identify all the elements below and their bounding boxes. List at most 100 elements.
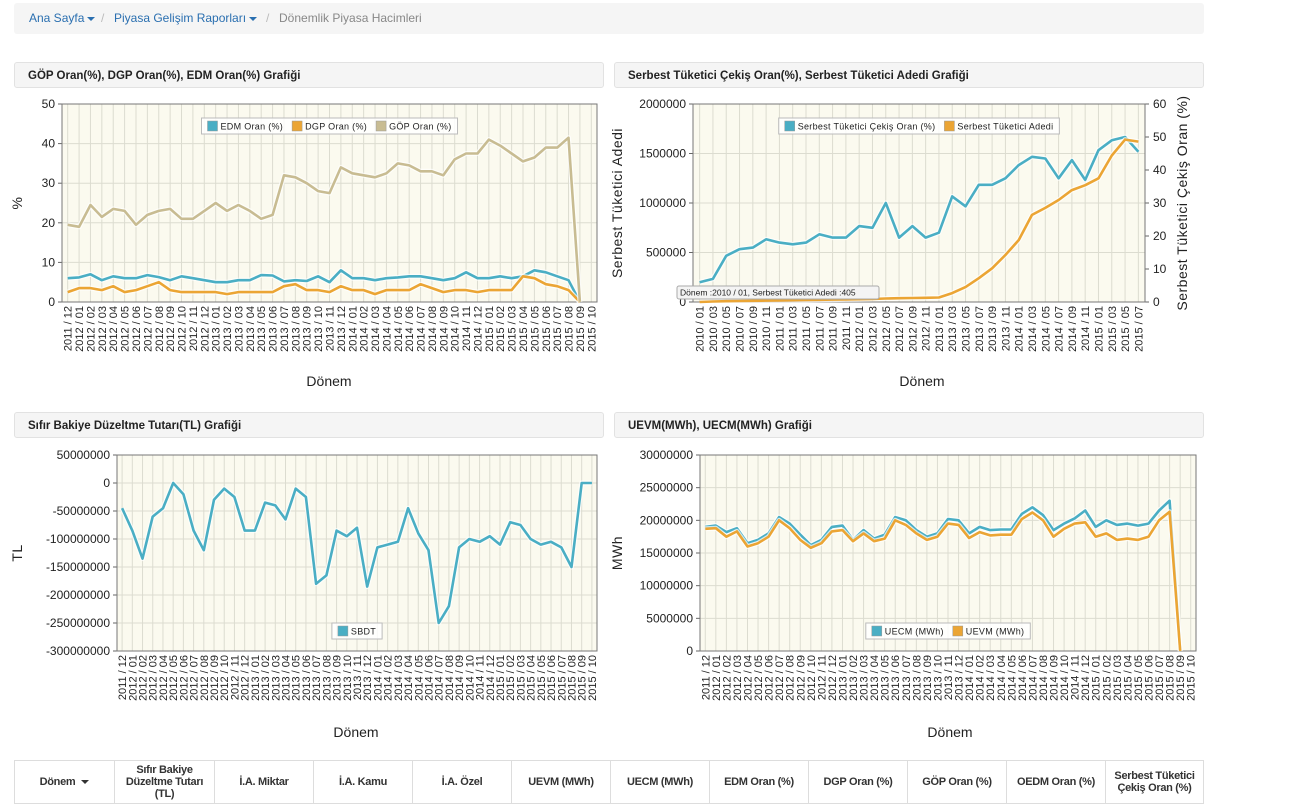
x-tick-label: 2014 / 10 <box>1059 655 1071 701</box>
data-line <box>67 136 582 303</box>
x-tick-label: 2012 / 01 <box>711 655 723 701</box>
y-tick-label: 2000000 <box>639 97 686 111</box>
x-tick-label: 2014 / 04 <box>381 306 393 352</box>
panel-title: Serbest Tüketici Çekiş Oran(%), Serbest … <box>614 62 1204 88</box>
x-tick-label: 2012 / 04 <box>742 655 754 701</box>
x-tick-label: 2012 / 08 <box>154 306 166 352</box>
y-tick-label: 0 <box>686 644 693 658</box>
x-tick-label: 2014 / 08 <box>427 306 439 352</box>
x-tick-label: 2015 / 04 <box>526 655 538 701</box>
column-header[interactable]: UEVM (MWh) <box>512 761 611 803</box>
y-tick-label: 15000000 <box>640 546 694 560</box>
x-tick-label: 2015 / 05 <box>536 655 548 701</box>
x-tick-label: 2012 / 10 <box>219 655 231 701</box>
y-tick-label: -150000000 <box>46 560 110 574</box>
x-tick-label: 2012 / 07 <box>189 655 201 701</box>
legend-swatch <box>291 120 303 132</box>
x-tick-label: 2013 / 11 <box>943 655 955 700</box>
x-tick-label: 2011 / 01 <box>774 306 786 351</box>
column-header[interactable]: Sıfır Bakiye Düzeltme Tutarı (TL) <box>115 761 215 803</box>
column-header[interactable]: İ.A. Miktar <box>215 761 314 803</box>
x-tick-label: 2014 / 02 <box>975 655 987 701</box>
panel-title: GÖP Oran(%), DGP Oran(%), EDM Oran(%) Gr… <box>14 62 604 88</box>
x-tick-label: 2012 / 05 <box>120 306 132 352</box>
x-tick-label: 2012 / 02 <box>721 655 733 701</box>
column-header[interactable]: UECM (MWh) <box>611 761 710 803</box>
panel-title: UEVM(MWh), UECM(MWh) Grafiği <box>614 412 1204 438</box>
x-tick-label: 2013 / 10 <box>932 655 944 701</box>
x-tick-label: 2012 / 07 <box>774 655 786 701</box>
x-tick-label: 2012 / 08 <box>785 655 797 701</box>
x-tick-label: 2013 / 12 <box>362 655 374 701</box>
x-tick-label: 2015 / 08 <box>1165 655 1177 701</box>
x-tick-label: 2014 / 07 <box>434 655 446 701</box>
y-axis-label: Serbest Tüketici Adedi <box>609 128 625 278</box>
data-line <box>699 138 1139 304</box>
x-tick-label: 2013 / 01 <box>250 655 262 701</box>
plot-border <box>699 454 1197 652</box>
breadcrumb-link[interactable]: Piyasa Gelişim Raporları <box>114 3 258 34</box>
y-tick-label: -250000000 <box>46 616 110 630</box>
x-tick-label: 2013 / 04 <box>281 655 293 701</box>
data-line <box>67 275 581 303</box>
x-tick-label: 2012 / 04 <box>158 655 170 701</box>
x-tick-label: 2015 / 03 <box>1107 306 1119 352</box>
x-tick-label: 2015 / 01 <box>495 655 507 701</box>
x-tick-label: 2012 / 11 <box>188 306 200 351</box>
column-header[interactable]: DGP Oran (%) <box>809 761 908 803</box>
legend: UECM (MWh) UEVM (MWh) <box>865 622 1031 640</box>
x-tick-label: 2013 / 01 <box>934 306 946 352</box>
y-tick-label: 10000000 <box>640 579 694 593</box>
x-tick-label: 2015 / 07 <box>556 655 568 701</box>
x-tick-label: 2012 / 12 <box>240 655 252 701</box>
x-tick-label: 2011 / 12 <box>117 655 129 700</box>
x-tick-label: 2014 / 10 <box>464 655 476 701</box>
x-tick-label: 2013 / 11 <box>1000 306 1012 351</box>
x-tick-label: 2013 / 11 <box>325 306 337 351</box>
legend-swatch <box>784 120 795 132</box>
column-header[interactable]: İ.A. Özel <box>413 761 512 803</box>
legend-label: DGP Oran (%) <box>305 122 367 132</box>
x-tick-label: 2013 / 06 <box>268 306 280 352</box>
x-tick-label: 2013 / 07 <box>974 306 986 352</box>
x-axis-label: Dönem <box>333 724 378 740</box>
x-tick-label: 2015 / 03 <box>515 655 527 701</box>
x-tick-label: 2015 / 02 <box>495 306 507 352</box>
x-tick-label: 2015 / 01 <box>484 306 496 352</box>
x-tick-label: 2013 / 09 <box>987 306 999 352</box>
x-tick-label: 2013 / 05 <box>256 306 268 352</box>
x-axis-label: Dönem <box>306 373 351 389</box>
y-axis-label: TL <box>9 544 25 561</box>
x-tick-label: 2014 / 11 <box>1070 655 1082 700</box>
legend-swatch <box>944 120 955 132</box>
column-header[interactable]: EDM Oran (%) <box>710 761 809 803</box>
x-tick-label: 2010 / 05 <box>721 306 733 352</box>
data-line <box>705 510 1182 652</box>
y-tick-label: -200000000 <box>46 588 110 602</box>
x-tick-label: 2015 / 04 <box>1122 655 1134 701</box>
x-tick-label: 2012 / 11 <box>921 306 933 351</box>
x-tick-label: 2014 / 12 <box>472 306 484 352</box>
legend-swatch <box>207 120 218 132</box>
x-tick-label: 2015 / 05 <box>529 306 541 352</box>
y2-tick-label: 10 <box>1153 262 1167 276</box>
x-tick-label: 2014 / 05 <box>413 655 425 701</box>
panel-title: Sıfır Bakiye Düzeltme Tutarı(TL) Grafiği <box>14 412 604 438</box>
column-header[interactable]: İ.A. Kamu <box>314 761 413 803</box>
x-tick-label: 2013 / 09 <box>302 306 314 352</box>
column-header[interactable]: Dönem <box>15 761 115 803</box>
legend-label: GÖP Oran (%) <box>389 122 451 132</box>
data-line <box>67 269 582 303</box>
y-tick-label: 30000000 <box>640 448 694 462</box>
x-tick-label: 2014 / 09 <box>1049 655 1061 701</box>
column-header[interactable]: GÖP Oran (%) <box>908 761 1007 803</box>
x-tick-label: 2012 / 01 <box>74 306 86 352</box>
x-tick-label: 2013 / 02 <box>848 655 860 701</box>
column-header[interactable]: Serbest Tüketici Çekiş Oran (%) <box>1114 770 1195 794</box>
x-tick-label: 2013 / 03 <box>947 306 959 352</box>
x-axis-label: Dönem <box>899 373 944 389</box>
column-header[interactable]: OEDM Oran (%) <box>1007 761 1106 803</box>
breadcrumb-link[interactable]: Ana Sayfa <box>29 3 96 34</box>
y-tick-label: 0 <box>103 476 110 490</box>
x-tick-label: 2015 / 02 <box>1101 655 1113 701</box>
